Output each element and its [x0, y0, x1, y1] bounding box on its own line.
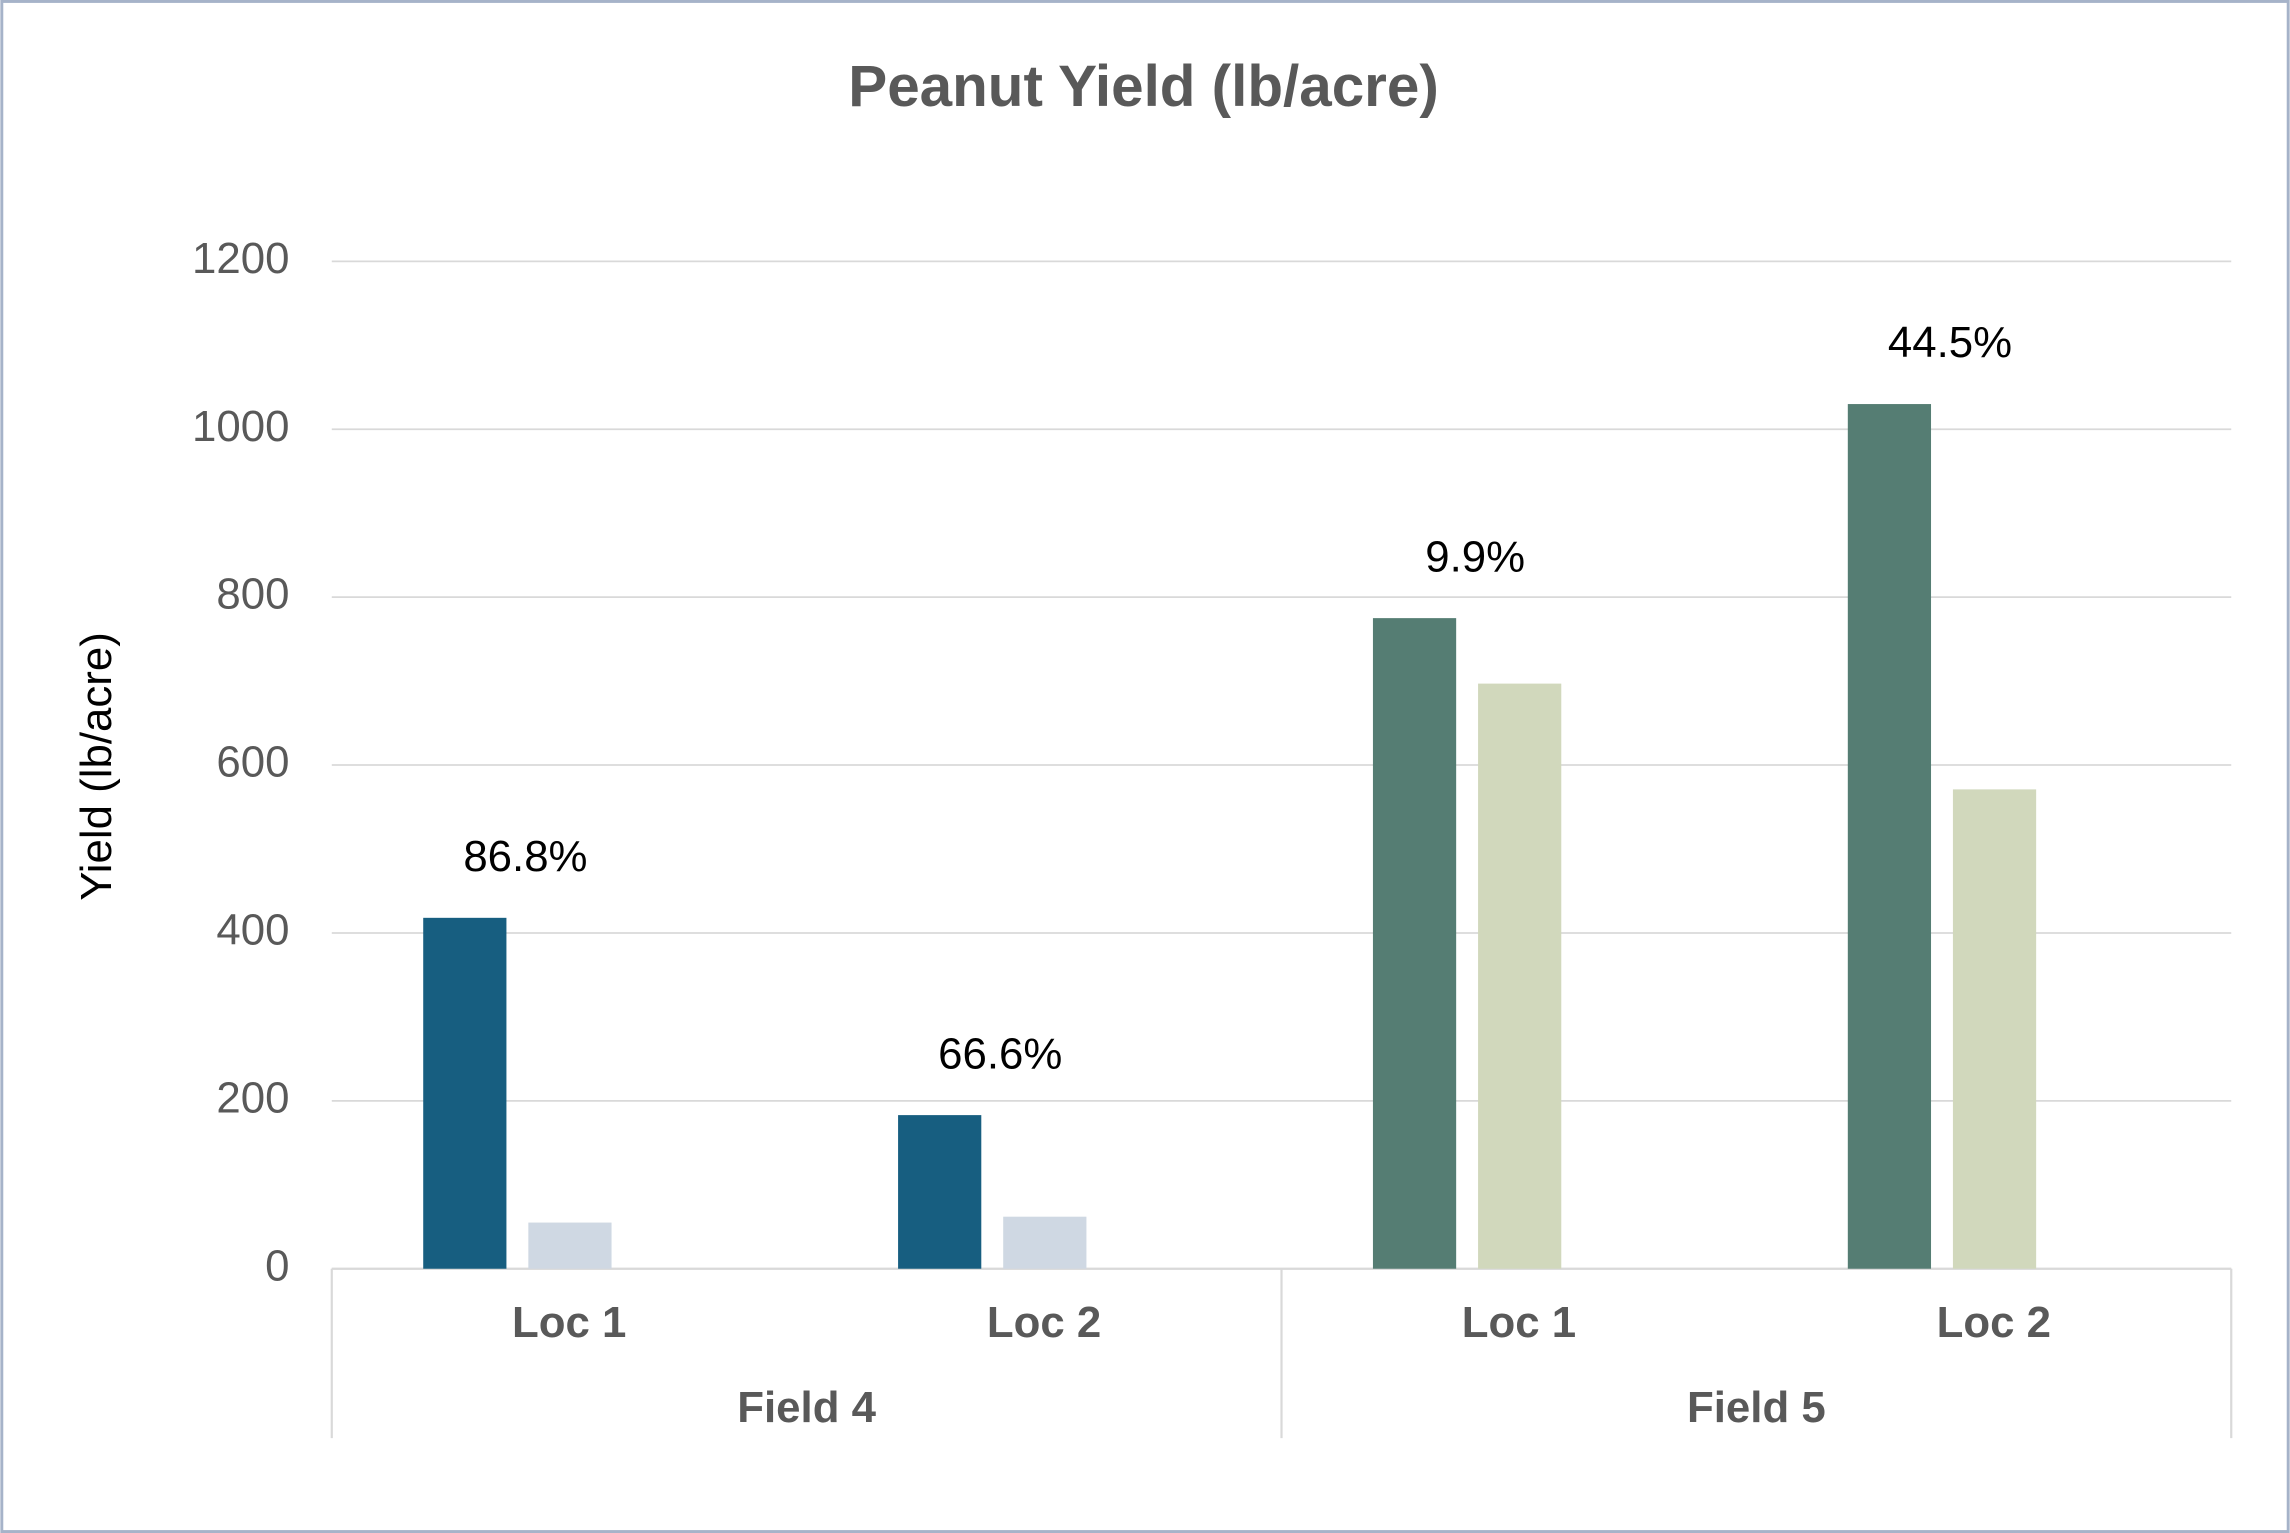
annotation: 9.9% — [1425, 532, 1525, 581]
x-tick-label: Loc 2 — [987, 1298, 1101, 1347]
x-tick-label: Loc 1 — [512, 1298, 626, 1347]
y-tick-label: 1200 — [192, 234, 289, 283]
bar — [423, 917, 507, 1269]
bar — [1372, 618, 1457, 1269]
bar — [1003, 1216, 1087, 1269]
bar — [898, 1115, 982, 1269]
group-label: Field 4 — [737, 1383, 876, 1432]
bar — [1952, 789, 2037, 1269]
x-tick-label: Loc 2 — [1937, 1298, 2051, 1347]
y-axis-title: Yield (lb/acre) — [72, 632, 121, 901]
y-tick-label: 600 — [216, 738, 289, 787]
x-tick-label: Loc 1 — [1462, 1298, 1576, 1347]
y-tick-label: 400 — [216, 906, 289, 955]
bar — [528, 1222, 612, 1269]
y-tick-label: 200 — [216, 1073, 289, 1122]
annotation: 86.8% — [463, 832, 587, 881]
chart-title: Peanut Yield (lb/acre) — [848, 54, 1439, 119]
y-tick-label: 800 — [216, 570, 289, 619]
y-tick-label: 0 — [265, 1241, 289, 1290]
group-label: Field 5 — [1687, 1383, 1826, 1432]
y-tick-label: 1000 — [192, 402, 289, 451]
bar — [1847, 404, 1932, 1269]
bar — [1478, 683, 1562, 1269]
annotation: 44.5% — [1888, 318, 2012, 367]
annotation: 66.6% — [938, 1029, 1062, 1078]
